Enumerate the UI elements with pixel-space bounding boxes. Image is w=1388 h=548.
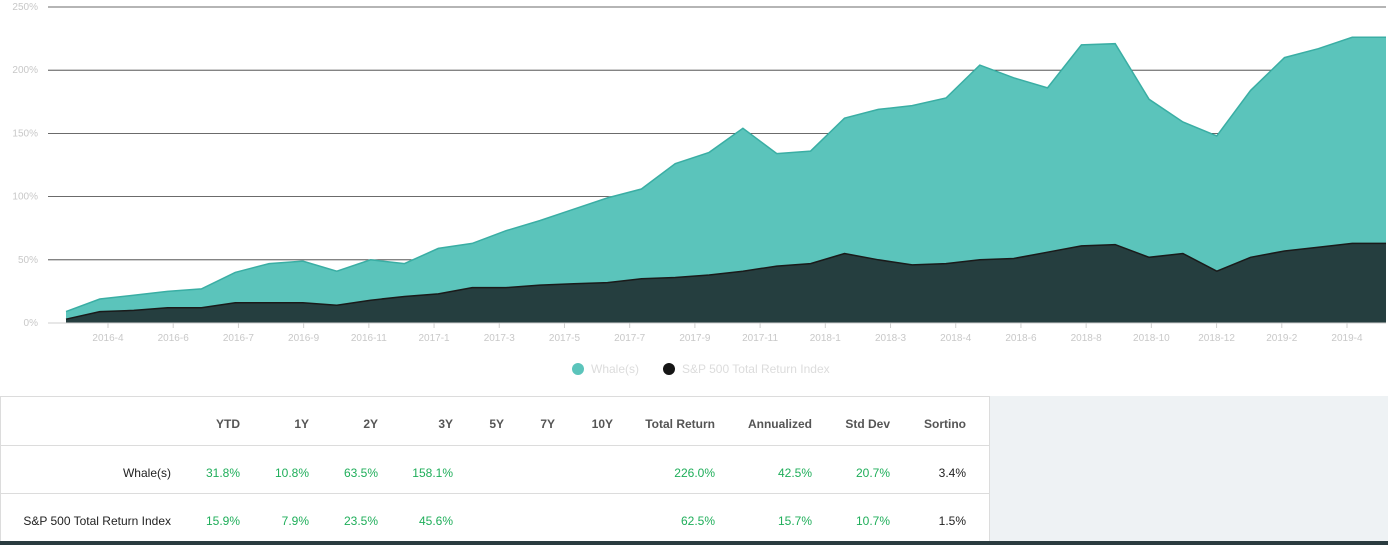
value-std-dev: 10.7% [855,514,890,528]
value-5y [471,494,504,542]
value-total-return: 226.0% [674,466,715,480]
x-tick-label: 2018-12 [1198,333,1235,344]
x-tick-label: 2017-5 [549,333,581,344]
y-tick-label: 150% [12,128,38,139]
x-tick-label: 2018-4 [940,333,972,344]
legend-label: Whale(s) [591,362,639,376]
header-total-return: Total Return [645,417,715,431]
x-tick-label: 2016-9 [288,333,320,344]
value-7y [521,446,555,494]
value-2y: 63.5% [343,466,378,480]
stats-row-sp500: S&P 500 Total Return Index 15.9% 7.9% 23… [1,493,989,542]
x-tick-label: 2017-1 [418,333,450,344]
x-tick-label: 2017-7 [614,333,646,344]
stats-header-row: YTD 1Y 2Y 3Y 5Y 7Y 10Y Total Return Annu… [1,397,989,445]
y-tick-label: 200% [12,65,38,76]
bottom-bar [0,541,1388,545]
row-name: Whale(s) [122,466,171,480]
x-tick-label: 2019-2 [1266,333,1298,344]
header-3y: 3Y [438,417,453,431]
value-10y [571,446,613,494]
whales-line [65,36,1386,313]
header-ytd: YTD [216,417,240,431]
header-std-dev: Std Dev [845,417,890,431]
legend-item-whales[interactable]: Whale(s) [572,362,639,376]
legend-label: S&P 500 Total Return Index [682,362,830,376]
value-ytd: 15.9% [205,514,240,528]
value-sortino: 1.5% [938,514,966,528]
x-tick-label: 2018-10 [1133,333,1170,344]
header-2y: 2Y [363,417,378,431]
x-tick-label: 2017-11 [742,333,778,344]
side-panel [990,396,1388,541]
value-10y [571,494,613,542]
value-3y: 158.1% [412,466,453,480]
header-1y: 1Y [294,417,309,431]
x-tick-label: 2018-6 [1005,333,1037,344]
x-tick-label: 2019-4 [1331,333,1363,344]
x-tick-label: 2018-3 [875,333,907,344]
row-name: S&P 500 Total Return Index [23,514,171,528]
performance-stats-table: YTD 1Y 2Y 3Y 5Y 7Y 10Y Total Return Annu… [0,396,990,541]
header-10y: 10Y [591,417,613,431]
legend-item-sp500[interactable]: S&P 500 Total Return Index [663,362,830,376]
value-2y: 23.5% [343,514,378,528]
header-7y: 7Y [540,417,555,431]
y-tick-label: 0% [24,318,39,329]
x-tick-label: 2016-4 [92,333,124,344]
value-5y [471,446,504,494]
x-tick-label: 2016-11 [351,333,387,344]
y-tick-label: 50% [18,255,38,266]
x-tick-label: 2018-1 [810,333,842,344]
value-sortino: 3.4% [938,466,966,480]
header-sortino: Sortino [924,417,966,431]
x-tick-label: 2017-9 [679,333,711,344]
header-annualized: Annualized [747,417,812,431]
value-7y [521,494,555,542]
value-ytd: 31.8% [205,466,240,480]
x-tick-label: 2016-6 [158,333,190,344]
x-tick-label: 2018-8 [1071,333,1103,344]
value-1y: 10.8% [274,466,309,480]
value-total-return: 62.5% [680,514,715,528]
value-1y: 7.9% [281,514,309,528]
performance-chart: 0% 50% 100% 150% 200% 250% 2016-4 2016-6 2016-7 2… [12,2,1386,376]
area-chart-svg: 0% 50% 100% 150% 200% 250% 2016-4 2016-6 2016-7 2… [12,2,1386,376]
value-std-dev: 20.7% [855,466,890,480]
value-annualized: 15.7% [777,514,812,528]
header-5y: 5Y [489,417,504,431]
x-tick-label: 2016-7 [223,333,255,344]
stats-row-whales: Whale(s) 31.8% 10.8% 63.5% 158.1% 226.0%… [1,445,989,494]
y-tick-label: 250% [12,2,38,13]
sp500-area [66,243,1386,323]
sp500-line [65,242,1386,320]
value-annualized: 42.5% [777,466,812,480]
legend-marker [572,363,584,375]
value-3y: 45.6% [418,514,453,528]
legend-marker [663,363,675,375]
y-tick-label: 100% [12,192,38,203]
x-tick-label: 2017-3 [484,333,516,344]
